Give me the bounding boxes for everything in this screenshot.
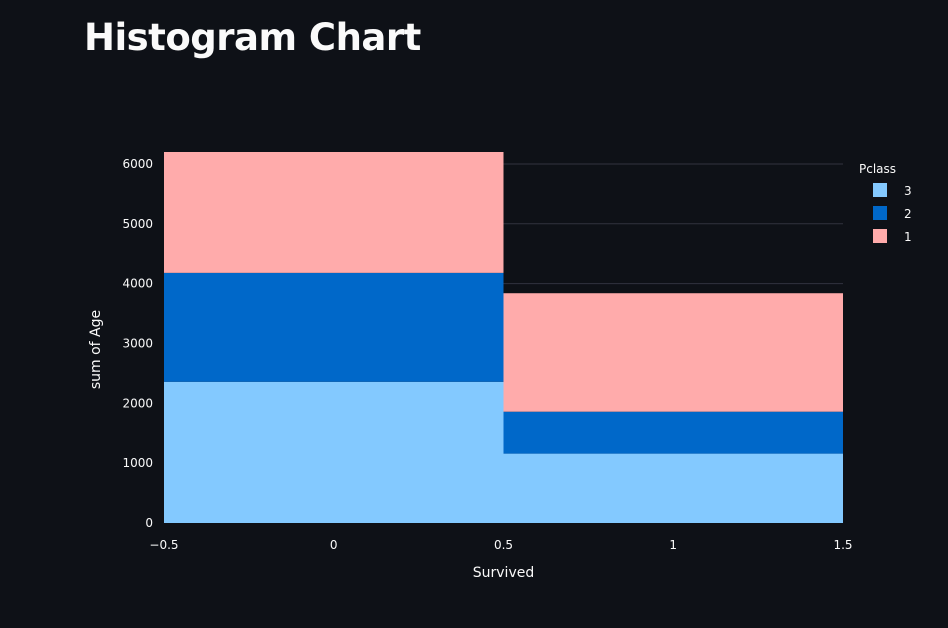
legend-title: Pclass (859, 162, 896, 176)
bars[interactable] (164, 152, 843, 523)
x-tick-label: 1 (669, 538, 677, 552)
bar-segment-pclass-3[interactable] (164, 381, 504, 523)
page-title: Histogram Chart (84, 16, 421, 59)
x-tick-label: 0 (330, 538, 338, 552)
bar-segment-pclass-3[interactable] (503, 453, 844, 523)
y-tick-label: 6000 (122, 157, 153, 171)
legend-swatch (873, 206, 887, 220)
x-axis-ticks: −0.5 0 0.5 1 1.5 (149, 538, 852, 552)
x-tick-label: −0.5 (149, 538, 178, 552)
bar-segment-pclass-1[interactable] (503, 293, 844, 412)
x-axis-title: Survived (473, 565, 534, 581)
legend[interactable]: Pclass 3 2 1 (859, 162, 912, 244)
x-tick-label: 1.5 (833, 538, 852, 552)
y-tick-label: 4000 (122, 277, 153, 291)
legend-swatch (873, 183, 887, 197)
y-tick-label: 3000 (122, 336, 153, 350)
y-tick-label: 1000 (122, 456, 153, 470)
legend-item-1[interactable]: 1 (873, 229, 912, 244)
y-axis-ticks: 0 1000 2000 3000 4000 5000 6000 (122, 157, 153, 530)
y-tick-label: 2000 (122, 396, 153, 410)
legend-item-3[interactable]: 3 (873, 183, 912, 198)
bar-segment-pclass-1[interactable] (164, 152, 504, 273)
legend-label: 3 (904, 184, 912, 198)
legend-label: 1 (904, 230, 912, 244)
y-axis-title: sum of Age (88, 310, 104, 389)
bar-segment-pclass-2[interactable] (503, 411, 844, 454)
legend-swatch (873, 229, 887, 243)
x-tick-label: 0.5 (494, 538, 513, 552)
y-tick-label: 0 (145, 516, 153, 530)
y-tick-label: 5000 (122, 217, 153, 231)
legend-label: 2 (904, 207, 912, 221)
legend-item-2[interactable]: 2 (873, 206, 912, 221)
bar-segment-pclass-2[interactable] (164, 272, 504, 382)
